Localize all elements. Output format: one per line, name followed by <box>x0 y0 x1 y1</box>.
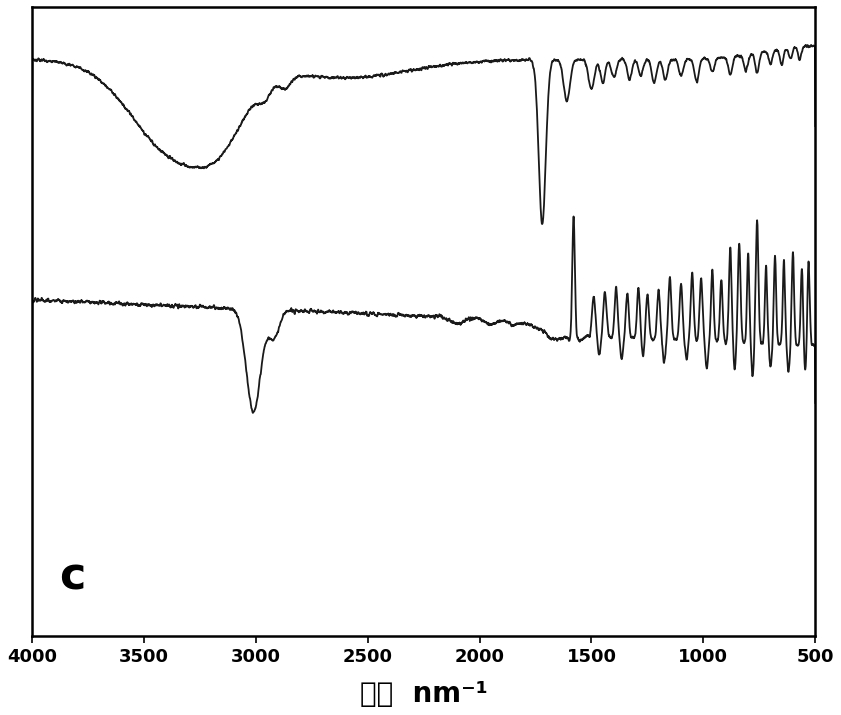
X-axis label: 波数  nm⁻¹: 波数 nm⁻¹ <box>360 680 488 708</box>
Text: c: c <box>60 556 86 598</box>
